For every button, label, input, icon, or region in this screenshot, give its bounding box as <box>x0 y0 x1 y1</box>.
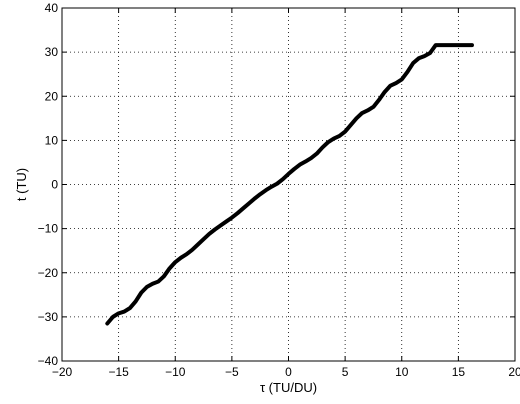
y-tick-label: −10 <box>38 222 59 236</box>
y-tick-label: −30 <box>38 310 59 324</box>
x-tick-label: −15 <box>108 365 129 379</box>
x-tick-label: −20 <box>52 365 73 379</box>
y-tick-label: 40 <box>45 1 59 15</box>
x-tick-label: 5 <box>342 365 349 379</box>
x-tick-label: 20 <box>508 365 520 379</box>
x-tick-label: −10 <box>165 365 186 379</box>
grid-lines <box>62 8 515 361</box>
y-tick-label: 0 <box>51 178 58 192</box>
x-tick-label: 15 <box>452 365 466 379</box>
y-tick-label: −20 <box>38 266 59 280</box>
x-tick-label: 0 <box>285 365 292 379</box>
x-tick-labels: −20 −15 −10 −5 0 5 10 15 20 <box>52 365 520 379</box>
y-axis-label: t (TU) <box>14 168 29 201</box>
x-tick-label: −5 <box>225 365 239 379</box>
series-line <box>105 43 474 326</box>
y-tick-label: −40 <box>38 354 59 368</box>
y-tick-label: 10 <box>45 133 59 147</box>
y-tick-label: 30 <box>45 45 59 59</box>
x-axis-label: τ (TU/DU) <box>260 380 317 395</box>
axis-ticks <box>61 7 516 362</box>
x-tick-label: 10 <box>395 365 409 379</box>
y-tick-labels: −40 −30 −20 −10 0 10 20 30 40 <box>38 1 59 368</box>
y-tick-label: 20 <box>45 89 59 103</box>
